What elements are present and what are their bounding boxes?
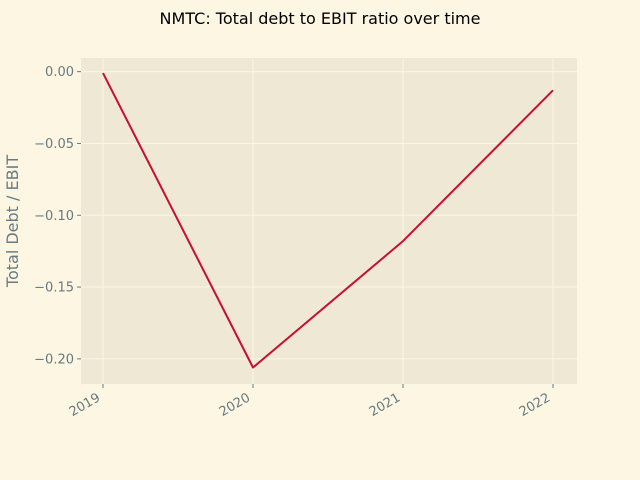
grid	[81, 58, 577, 384]
x-tick-label: 2019	[67, 390, 103, 420]
y-tick-label: −0.20	[34, 352, 74, 367]
x-tick-label: 2021	[367, 390, 403, 420]
y-tick-label: −0.05	[34, 137, 74, 152]
y-tick-label: −0.10	[34, 209, 74, 224]
y-axis-label: Total Debt / EBIT	[3, 155, 22, 288]
x-tick-label: 2020	[217, 390, 253, 420]
plot-area	[81, 58, 577, 384]
series-line	[102, 72, 554, 369]
chart-title: NMTC: Total debt to EBIT ratio over time	[160, 9, 481, 28]
y-tick-label: 0.00	[45, 65, 74, 80]
y-tick-label: −0.15	[34, 281, 74, 296]
x-tick-label: 2022	[517, 390, 553, 420]
series-layer	[102, 72, 554, 369]
